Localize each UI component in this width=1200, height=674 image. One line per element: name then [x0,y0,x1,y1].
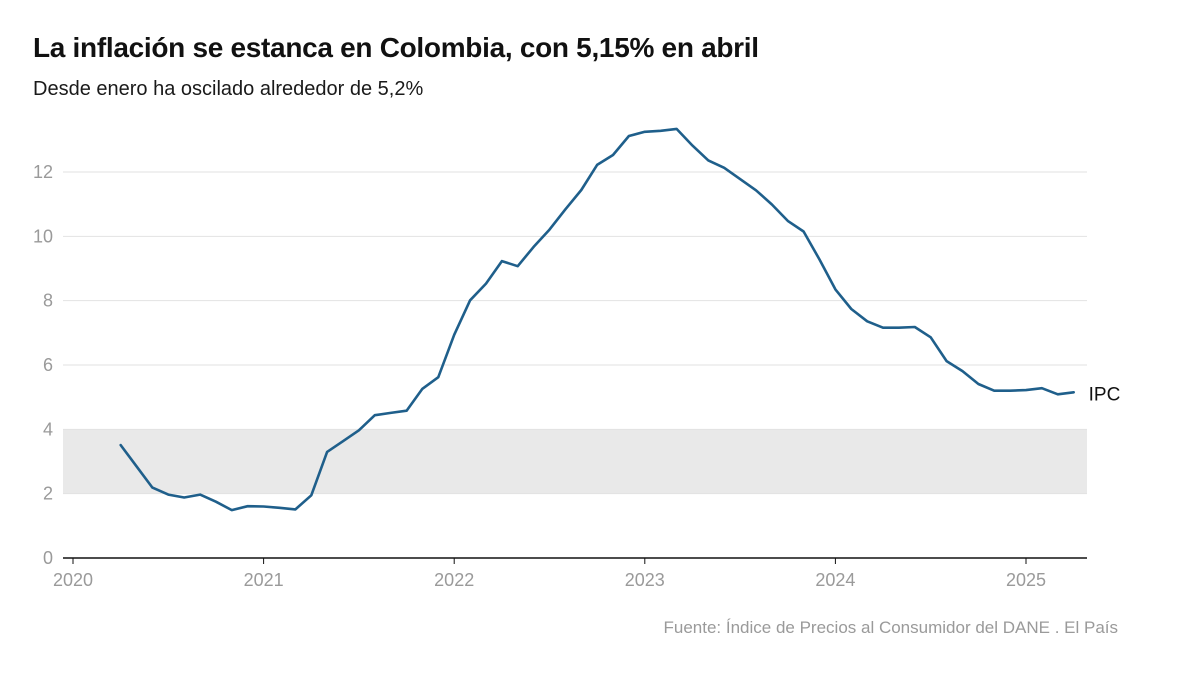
y-tick-label: 10 [33,226,53,246]
y-tick-label: 6 [43,355,53,375]
series-label-ipc: IPC [1089,384,1121,405]
series-layer: IPC [119,127,1121,512]
y-tick-label: 2 [43,484,53,504]
x-tick-label: 2021 [244,570,284,590]
target-band-layer [63,429,1087,494]
source-note: Fuente: Índice de Precios al Consumidor … [663,618,1119,637]
y-tick-label: 0 [43,548,53,568]
x-axis-ticks: 2020 2021 2022 2023 2024 2025 [53,558,1046,590]
x-tick-label: 2024 [815,570,855,590]
chart-title: La inflación se estanca en Colombia, con… [33,32,759,63]
series-line-ipc [119,127,1075,512]
y-tick-label: 12 [33,162,53,182]
x-tick-label: 2022 [434,570,474,590]
y-tick-label: 4 [43,419,53,439]
y-axis-ticks: 0 2 4 6 8 10 12 [33,162,53,568]
x-tick-label: 2025 [1006,570,1046,590]
y-tick-label: 8 [43,291,53,311]
x-tick-label: 2023 [625,570,665,590]
chart-subtitle: Desde enero ha oscilado alrededor de 5,2… [33,78,424,100]
gridlines [63,171,1087,495]
target-range-band [63,429,1087,494]
x-tick-label: 2020 [53,570,93,590]
